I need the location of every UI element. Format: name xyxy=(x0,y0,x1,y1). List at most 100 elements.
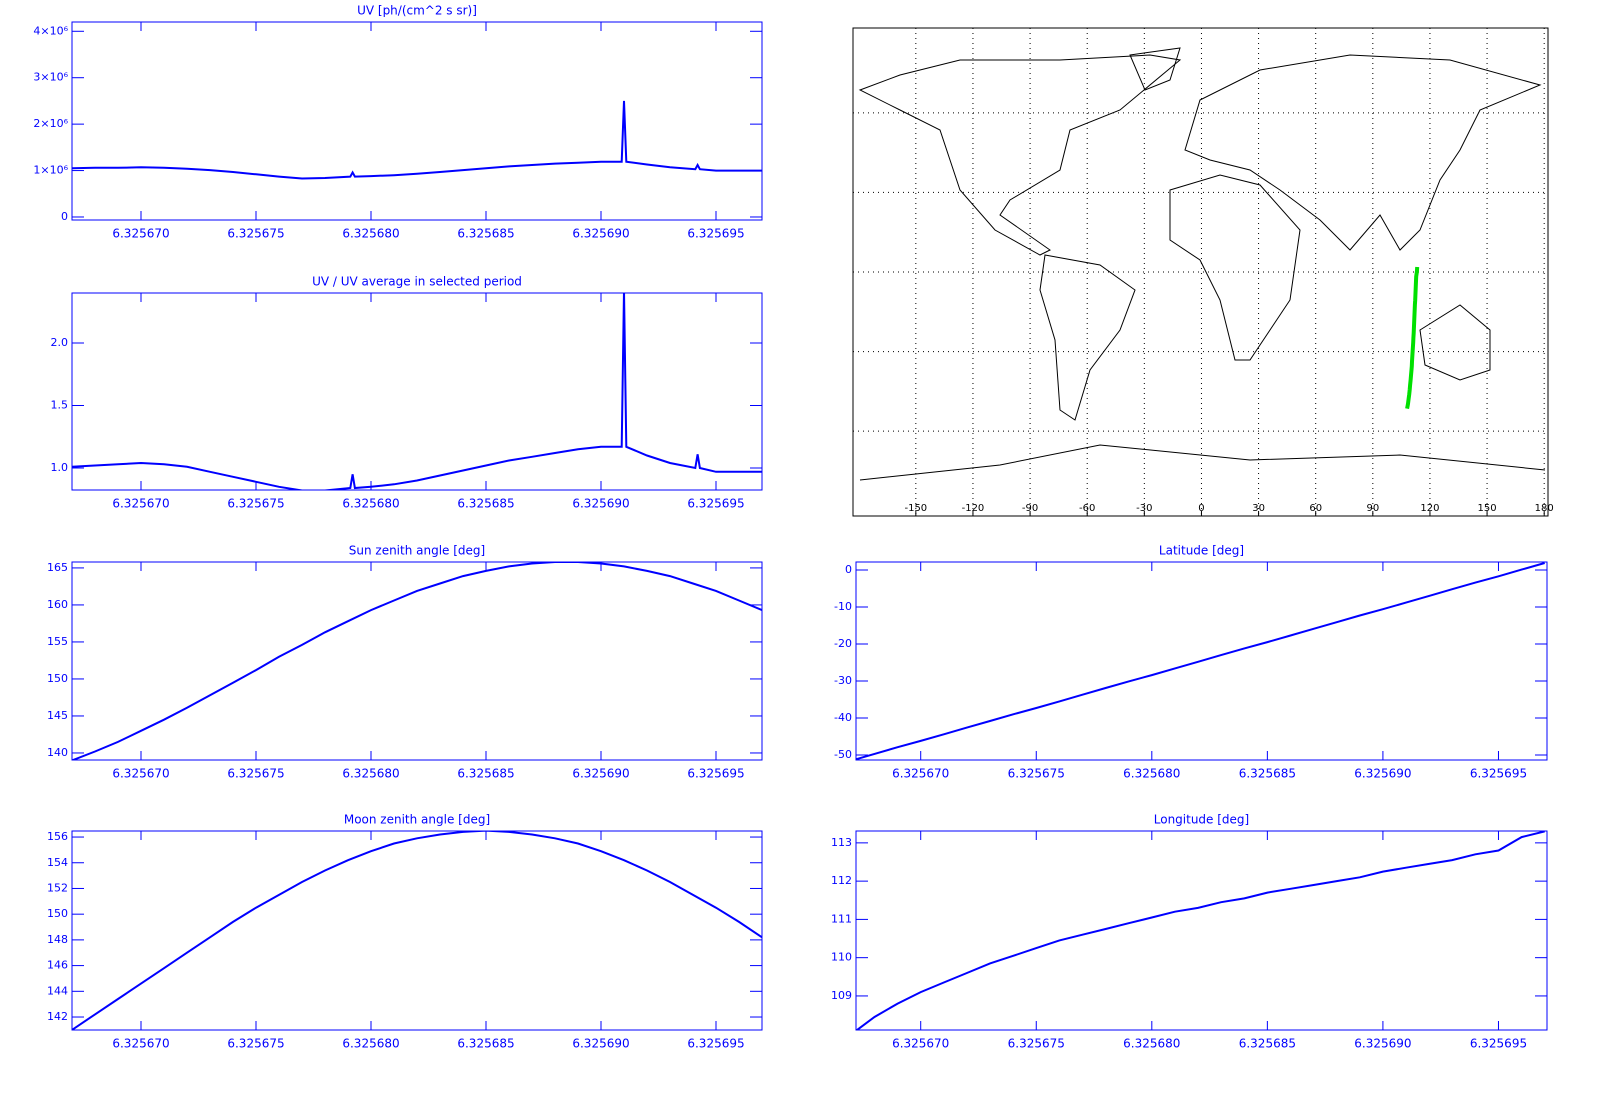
greenland xyxy=(1129,47,1181,91)
south-america xyxy=(1039,254,1136,421)
x-tick-label: 30 xyxy=(1252,503,1265,514)
x-tick-label: 6.325685 xyxy=(1239,767,1296,781)
y-tick-label: 155 xyxy=(47,635,68,648)
x-tick-label: 6.325695 xyxy=(687,497,744,511)
x-tick-label: 6.325695 xyxy=(687,227,744,241)
y-tick-label: -50 xyxy=(834,748,852,761)
x-tick-label: 90 xyxy=(1366,503,1379,514)
eurasia xyxy=(1184,54,1542,251)
x-tick-label: 60 xyxy=(1309,503,1322,514)
y-tick-label: 144 xyxy=(47,984,68,997)
x-tick-label: 6.325690 xyxy=(572,767,629,781)
x-tick-label: 6.325690 xyxy=(1354,767,1411,781)
y-tick-label: 2×10⁶ xyxy=(33,117,68,130)
y-tick-label: 0 xyxy=(845,563,852,576)
y-tick-label: 1×10⁶ xyxy=(33,164,68,177)
x-tick-label: 6.325670 xyxy=(112,767,169,781)
y-tick-label: 1.0 xyxy=(51,461,69,474)
data-line xyxy=(72,831,762,1030)
data-line xyxy=(856,831,1545,1030)
y-tick-label: -40 xyxy=(834,711,852,724)
data-line xyxy=(856,562,1545,760)
x-tick-label: 6.325680 xyxy=(1123,1037,1180,1051)
y-tick-label: 3×10⁶ xyxy=(33,71,68,84)
y-tick-label: -20 xyxy=(834,637,852,650)
x-tick-label: 6.325670 xyxy=(892,767,949,781)
y-tick-label: 145 xyxy=(47,709,68,722)
y-tick-label: 4×10⁶ xyxy=(33,24,68,37)
plot-frame xyxy=(71,561,763,761)
y-tick-label: 165 xyxy=(47,561,68,574)
y-tick-label: 113 xyxy=(831,836,852,849)
plot-frame xyxy=(71,292,763,491)
x-tick-label: 6.325675 xyxy=(227,1037,284,1051)
north-america xyxy=(858,54,1182,256)
plot-frame xyxy=(71,21,763,221)
coastlines xyxy=(858,47,1546,481)
y-tick-label: 160 xyxy=(47,598,68,611)
x-tick-label: 6.325675 xyxy=(227,767,284,781)
x-tick-label: 6.325695 xyxy=(687,1037,744,1051)
x-tick-label: 6.325680 xyxy=(1123,767,1180,781)
chart-title: Sun zenith angle [deg] xyxy=(349,544,485,558)
x-tick-label: 6.325685 xyxy=(457,497,514,511)
x-tick-label: -120 xyxy=(962,503,985,514)
chart-title: UV / UV average in selected period xyxy=(312,275,522,289)
y-tick-label: 111 xyxy=(831,912,852,925)
y-tick-label: -30 xyxy=(834,674,852,687)
y-tick-label: 110 xyxy=(831,951,852,964)
x-tick-label: 6.325675 xyxy=(227,497,284,511)
x-tick-label: 6.325690 xyxy=(572,1037,629,1051)
x-tick-label: 6.325690 xyxy=(572,497,629,511)
x-tick-label: 6.325675 xyxy=(227,227,284,241)
x-tick-label: 6.325675 xyxy=(1008,1037,1065,1051)
x-tick-label: 6.325685 xyxy=(1239,1037,1296,1051)
satellite-track xyxy=(1405,266,1420,409)
map-frame xyxy=(852,27,1549,517)
y-tick-label: 142 xyxy=(47,1010,68,1023)
y-tick-label: 146 xyxy=(47,959,68,972)
data-line xyxy=(72,100,762,180)
y-tick-label: 148 xyxy=(47,933,68,946)
x-tick-label: 6.325685 xyxy=(457,227,514,241)
x-tick-label: 6.325680 xyxy=(342,767,399,781)
x-tick-label: 6.325675 xyxy=(1008,767,1065,781)
y-tick-label: 154 xyxy=(47,856,68,869)
x-tick-label: 6.325695 xyxy=(687,767,744,781)
chart-title: Latitude [deg] xyxy=(1159,544,1244,558)
x-tick-label: 6.325670 xyxy=(892,1037,949,1051)
plot-frame xyxy=(855,830,1548,1031)
y-tick-label: 109 xyxy=(831,989,852,1002)
y-tick-label: 1.5 xyxy=(51,399,69,412)
data-line xyxy=(72,293,762,490)
x-tick-label: 6.325695 xyxy=(1470,767,1527,781)
x-tick-label: 6.325685 xyxy=(457,767,514,781)
x-tick-label: 6.325670 xyxy=(112,1037,169,1051)
x-tick-label: 6.325680 xyxy=(342,1037,399,1051)
plot-frame xyxy=(71,830,763,1031)
y-tick-label: 0 xyxy=(61,210,68,223)
x-tick-label: -90 xyxy=(1022,503,1038,514)
x-tick-label: -150 xyxy=(904,503,927,514)
y-tick-label: 150 xyxy=(47,907,68,920)
y-tick-label: 112 xyxy=(831,874,852,887)
antarctica xyxy=(859,444,1546,481)
x-tick-label: 120 xyxy=(1420,503,1439,514)
africa xyxy=(1169,174,1301,361)
australia xyxy=(1419,304,1491,381)
x-tick-label: 6.325670 xyxy=(112,497,169,511)
x-tick-label: 6.325690 xyxy=(572,227,629,241)
x-tick-label: 0 xyxy=(1198,503,1204,514)
x-tick-label: 6.325695 xyxy=(1470,1037,1527,1051)
y-tick-label: 156 xyxy=(47,830,68,843)
x-tick-label: 6.325690 xyxy=(1354,1037,1411,1051)
x-tick-label: 6.325685 xyxy=(457,1037,514,1051)
x-tick-label: 180 xyxy=(1535,503,1554,514)
chart-title: Moon zenith angle [deg] xyxy=(344,813,490,827)
x-tick-label: 6.325680 xyxy=(342,497,399,511)
x-tick-label: 150 xyxy=(1478,503,1497,514)
y-tick-label: 140 xyxy=(47,746,68,759)
chart-title: Longitude [deg] xyxy=(1154,813,1249,827)
